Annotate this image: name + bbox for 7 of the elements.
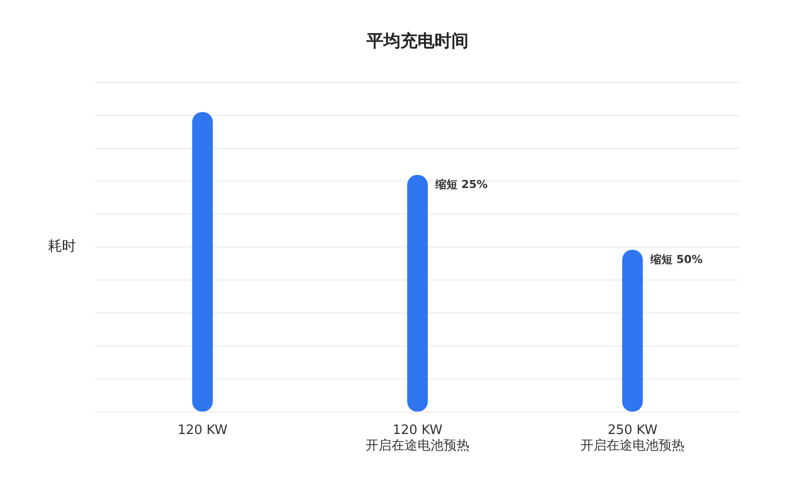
- x-tick-label: 120 KW: [178, 422, 228, 438]
- chart-title: 平均充电时间: [366, 32, 468, 52]
- x-tick-label: 250 KW 开启在途电池预热: [580, 422, 684, 454]
- x-tick-label: 120 KW 开启在途电池预热: [366, 422, 470, 454]
- annotation: 缩短 50%: [650, 252, 703, 266]
- y-axis-title: 耗时: [48, 238, 76, 255]
- annotation: 缩短 25%: [434, 178, 488, 192]
